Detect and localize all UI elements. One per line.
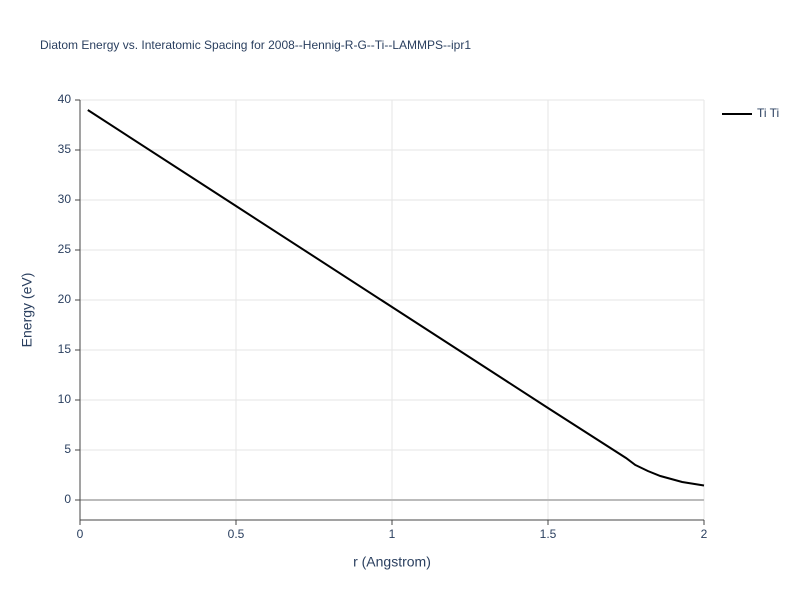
x-tick-label: 0.5 [228,527,245,541]
y-tick-label: 10 [58,392,72,406]
y-axis-title: Energy (eV) [19,273,35,348]
x-tick-label: 1 [389,527,396,541]
y-tick-label: 20 [58,292,72,306]
x-axis-title: r (Angstrom) [353,554,431,570]
x-tick-label: 0 [77,527,84,541]
y-tick-label: 30 [58,192,72,206]
y-tick-label: 5 [64,442,71,456]
y-tick-label: 15 [58,342,72,356]
y-tick-label: 25 [58,242,72,256]
y-tick-label: 0 [64,492,71,506]
legend-label: Ti Ti [757,106,779,120]
line-series [87,109,705,487]
y-tick-label: 35 [58,142,72,156]
x-tick-label: 2 [701,527,708,541]
x-tick-label: 1.5 [540,527,557,541]
chart-title: Diatom Energy vs. Interatomic Spacing fo… [40,38,471,52]
y-tick-label: 40 [58,92,72,106]
